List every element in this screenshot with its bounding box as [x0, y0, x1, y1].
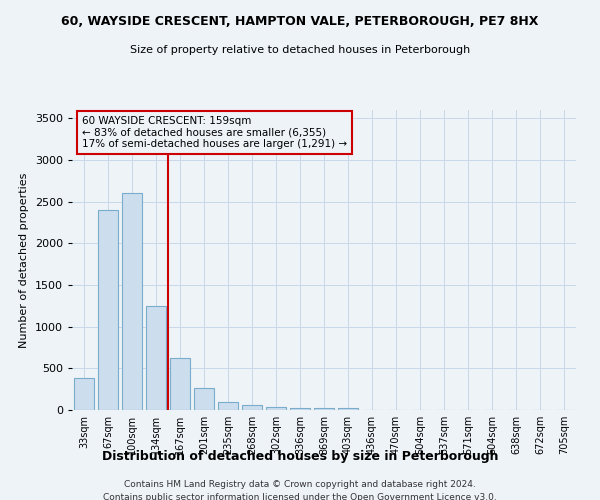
- Text: 60, WAYSIDE CRESCENT, HAMPTON VALE, PETERBOROUGH, PE7 8HX: 60, WAYSIDE CRESCENT, HAMPTON VALE, PETE…: [61, 15, 539, 28]
- Bar: [98, 210, 118, 410]
- Bar: [74, 378, 94, 410]
- Text: Distribution of detached houses by size in Peterborough: Distribution of detached houses by size …: [102, 450, 498, 463]
- Bar: [170, 358, 190, 410]
- Bar: [194, 388, 214, 410]
- Bar: [338, 408, 358, 410]
- Bar: [242, 405, 262, 410]
- Text: Contains HM Land Registry data © Crown copyright and database right 2024.: Contains HM Land Registry data © Crown c…: [124, 480, 476, 489]
- Text: Size of property relative to detached houses in Peterborough: Size of property relative to detached ho…: [130, 45, 470, 55]
- Bar: [146, 306, 166, 410]
- Bar: [314, 408, 334, 410]
- Bar: [266, 406, 286, 410]
- Text: Contains public sector information licensed under the Open Government Licence v3: Contains public sector information licen…: [103, 492, 497, 500]
- Bar: [218, 402, 238, 410]
- Y-axis label: Number of detached properties: Number of detached properties: [19, 172, 29, 348]
- Bar: [290, 408, 310, 410]
- Text: 60 WAYSIDE CRESCENT: 159sqm
← 83% of detached houses are smaller (6,355)
17% of : 60 WAYSIDE CRESCENT: 159sqm ← 83% of det…: [82, 116, 347, 149]
- Bar: [122, 194, 142, 410]
